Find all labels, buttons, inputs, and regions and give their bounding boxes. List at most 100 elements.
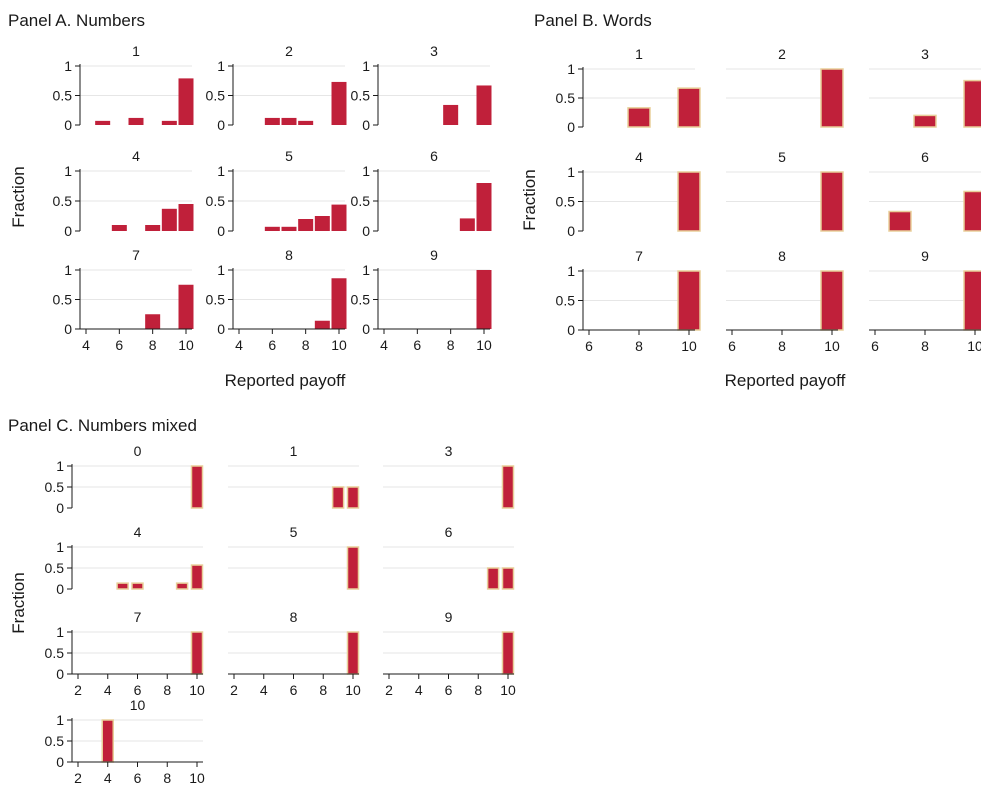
- bar-x10: [346, 546, 360, 590]
- subplot-6: 6: [869, 149, 981, 232]
- y-tick-label: 0.5: [45, 560, 65, 576]
- bar-x10: [178, 78, 194, 125]
- subplot-label: 9: [921, 248, 929, 264]
- bar-x8: [145, 225, 161, 231]
- y-tick-label: 1: [64, 58, 72, 74]
- y-tick-label: 0.5: [53, 88, 73, 104]
- subplot-5: 5: [228, 524, 360, 590]
- y-tick-label: 1: [217, 163, 225, 179]
- bar-x10: [963, 190, 981, 232]
- bar-x9: [486, 567, 500, 590]
- y-tick-label: 0: [56, 500, 64, 516]
- subplot-6: 600.51: [351, 148, 492, 239]
- x-tick-label: 4: [380, 337, 388, 353]
- bar-x10: [677, 171, 701, 232]
- bar-x7: [281, 117, 297, 125]
- subplot-7: 7 0 0.5 1 4 6 8 10: [53, 247, 194, 353]
- bar-x6: [111, 225, 127, 231]
- subplot-label: 5: [778, 149, 786, 165]
- bar-x10: [820, 171, 844, 232]
- y-tick-label: 0.5: [556, 90, 576, 106]
- subplot-label: 4: [132, 148, 140, 164]
- subplot-label: 1: [635, 46, 643, 62]
- bar-x5: [116, 582, 129, 590]
- subplot-label: 4: [134, 524, 142, 540]
- y-tick-label: 0: [362, 321, 370, 337]
- x-tick-label: 2: [74, 682, 82, 698]
- y-tick-label: 0: [64, 117, 72, 133]
- subplot-3: 3: [869, 46, 981, 128]
- y-tick-label: 0: [56, 754, 64, 770]
- x-tick-label: 6: [585, 338, 593, 354]
- bar-x10: [476, 85, 492, 125]
- bar-x10: [178, 284, 194, 329]
- x-tick-label: 6: [871, 338, 879, 354]
- bar-x8: [627, 107, 651, 128]
- subplot-label: 8: [778, 248, 786, 264]
- subplot-4: 400.51: [556, 149, 701, 239]
- bar-x10: [331, 204, 347, 231]
- y-tick-label: 1: [56, 458, 64, 474]
- y-tick-label: 0.5: [351, 292, 371, 308]
- bar-x7: [281, 226, 297, 231]
- x-tick-label: 6: [115, 337, 123, 353]
- y-tick-label: 0: [362, 117, 370, 133]
- x-tick-label: 8: [163, 682, 171, 698]
- subplot-label: 8: [285, 247, 293, 263]
- subplot-9: 9 6 8 10: [869, 248, 981, 354]
- x-tick-label: 10: [178, 337, 194, 353]
- y-tick-label: 0.5: [45, 733, 65, 749]
- y-tick-label: 0.5: [351, 88, 371, 104]
- y-tick-label: 0.5: [206, 88, 226, 104]
- bar-x9: [161, 120, 177, 125]
- subplot-label: 10: [130, 697, 146, 713]
- y-tick-label: 1: [567, 61, 575, 77]
- panel-title: Panel A. Numbers: [8, 11, 145, 30]
- subplot-0: 000.51: [45, 443, 204, 516]
- bar-x8: [145, 314, 161, 329]
- bar-x10: [190, 564, 204, 590]
- bar-x10: [820, 270, 844, 331]
- x-tick-label: 10: [500, 682, 516, 698]
- y-tick-label: 0: [64, 223, 72, 239]
- subplot-label: 4: [635, 149, 643, 165]
- bar-x10: [331, 278, 347, 329]
- x-tick-label: 6: [134, 682, 142, 698]
- bar-x6: [264, 226, 280, 231]
- subplot-5: 500.51: [206, 148, 347, 239]
- x-tick-label: 6: [290, 682, 298, 698]
- subplot-label: 3: [445, 443, 453, 459]
- x-tick-label: 8: [163, 770, 171, 786]
- subplot-5: 5: [726, 149, 844, 232]
- subplot-7: 7 0 0.5 1 6 8 10: [556, 248, 701, 354]
- bar-x10: [476, 183, 492, 231]
- bar-x7: [888, 210, 912, 232]
- x-tick-label: 8: [149, 337, 157, 353]
- x-axis-title: Reported payoff: [225, 371, 346, 390]
- x-tick-label: 10: [189, 682, 205, 698]
- panel-title: Panel C. Numbers mixed: [8, 416, 197, 435]
- y-tick-label: 0: [56, 581, 64, 597]
- y-tick-label: 0.5: [556, 293, 576, 309]
- x-tick-label: 2: [230, 682, 238, 698]
- x-tick-label: 8: [447, 337, 455, 353]
- subplot-label: 3: [430, 43, 438, 59]
- y-tick-label: 1: [217, 58, 225, 74]
- bar-x10: [963, 270, 981, 331]
- x-tick-label: 10: [824, 338, 840, 354]
- x-tick-label: 10: [476, 337, 492, 353]
- subplot-9: 9 2 4 6 8 10: [383, 609, 516, 698]
- subplot-1: 100.51: [53, 43, 194, 133]
- bar-x5: [95, 120, 111, 125]
- x-tick-label: 2: [385, 682, 393, 698]
- y-tick-label: 1: [64, 163, 72, 179]
- y-tick-label: 0.5: [206, 193, 226, 209]
- y-tick-label: 0: [217, 321, 225, 337]
- y-tick-label: 0: [56, 666, 64, 682]
- bar-x8: [298, 219, 314, 231]
- y-tick-label: 0: [217, 117, 225, 133]
- subplot-label: 9: [445, 609, 453, 625]
- subplot-3: 3: [383, 443, 515, 509]
- subplot-label: 2: [778, 46, 786, 62]
